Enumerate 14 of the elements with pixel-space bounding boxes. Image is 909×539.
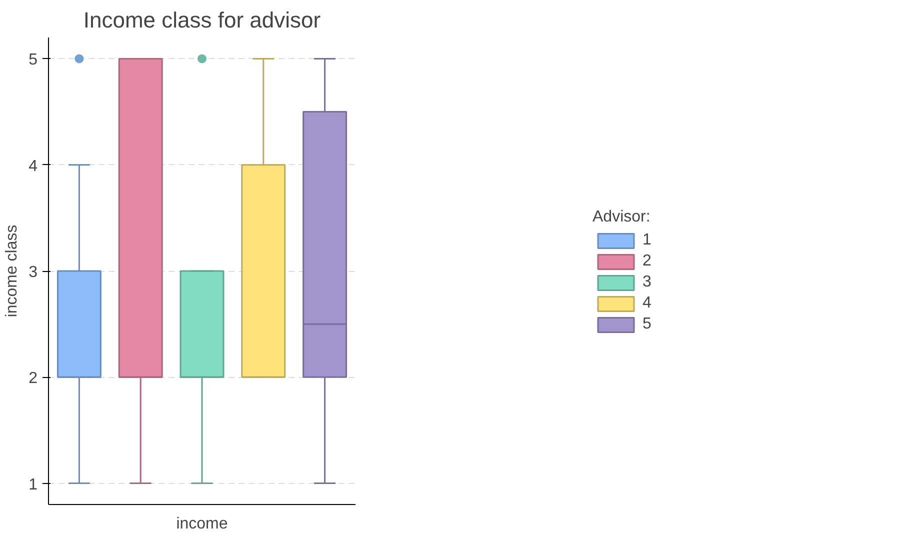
legend-label: 2 xyxy=(642,252,652,270)
y-tick-label: 5 xyxy=(28,52,38,69)
y-axis-title: income class xyxy=(4,224,21,318)
legend-title: Advisor: xyxy=(592,208,652,226)
x-axis-title: income xyxy=(176,516,228,532)
chart-title: Income class for advisor xyxy=(83,8,321,32)
legend-label: 1 xyxy=(642,231,652,249)
legend-label: 5 xyxy=(642,315,652,333)
y-tick-label: 4 xyxy=(28,158,38,175)
y-tick-label: 1 xyxy=(28,476,38,494)
y-tick-label: 3 xyxy=(28,264,38,281)
y-tick-label: 2 xyxy=(28,370,38,388)
legend-label: 4 xyxy=(642,294,652,312)
legend-label: 3 xyxy=(642,273,652,291)
